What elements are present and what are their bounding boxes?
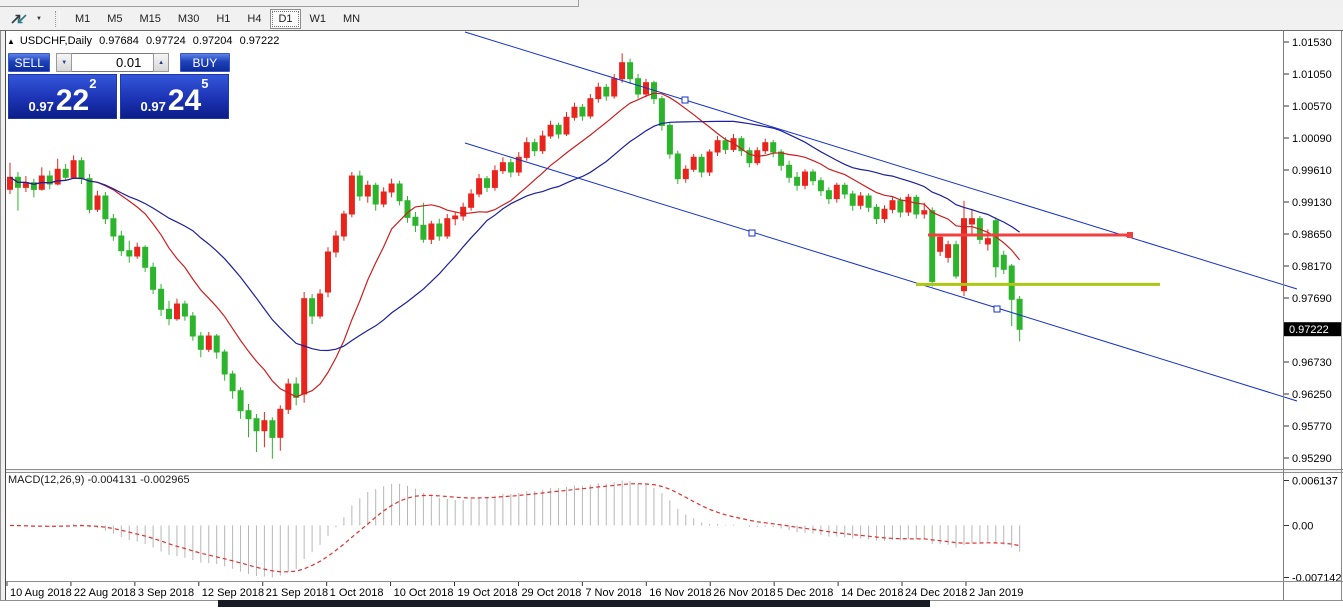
- tf-button-h4[interactable]: H4: [247, 13, 262, 25]
- price-axis-label: 0.98170: [1292, 261, 1332, 273]
- time-axis-label: 14 Dec 2018: [841, 587, 903, 599]
- channel-handle-marker[interactable]: [748, 229, 756, 237]
- buy-price-panel[interactable]: 0.97 24 5: [120, 74, 229, 119]
- time-axis-label: 2 Jan 2019: [969, 587, 1023, 599]
- time-axis-label: 12 Sep 2018: [202, 587, 264, 599]
- collapse-panel-icon[interactable]: ▲: [7, 37, 15, 46]
- price-axis-label: 1.00570: [1292, 101, 1332, 113]
- tf-button-m5[interactable]: M5: [107, 13, 123, 25]
- price-axis-label: 0.96730: [1292, 357, 1332, 369]
- tf-button-mn[interactable]: MN: [343, 13, 361, 25]
- sell-price-point: 2: [89, 76, 97, 91]
- timeframes-toolbar: ▼ M1 M5 M15 M30 H1 H4 D1 W1 MN: [0, 8, 1343, 31]
- price-axis-label: 0.96250: [1292, 389, 1332, 401]
- price-axis-label: 0.98650: [1292, 229, 1332, 241]
- time-axis-label: 3 Sep 2018: [138, 587, 194, 599]
- time-axis-label: 22 Aug 2018: [74, 587, 136, 599]
- buy-price-prefix: 0.97: [140, 99, 166, 114]
- volume-decrease-button[interactable]: ▼: [56, 53, 72, 72]
- dual-diagonal-arrows-icon: [11, 14, 27, 24]
- timeframe-bar: M1 M5 M15 M30 H1 H4 D1 W1 MN: [67, 9, 369, 29]
- tf-button-m15[interactable]: M15: [139, 13, 161, 25]
- quote-high: 0.97724: [145, 35, 186, 47]
- sell-price-prefix: 0.97: [28, 99, 54, 114]
- toolbar-grip-handle[interactable]: [54, 11, 60, 27]
- caret-down-icon[interactable]: ▼: [36, 16, 42, 22]
- price-axis-label: 1.01530: [1292, 37, 1332, 49]
- time-axis-label: 24 Dec 2018: [905, 587, 967, 599]
- chart-canvas[interactable]: MACD(12,26,9) -0.004131 -0.002965 1.01530…: [0, 31, 1343, 608]
- tf-button-w1[interactable]: W1: [309, 13, 327, 25]
- time-axis-label: 7 Nov 2018: [585, 587, 641, 599]
- tf-button-d1[interactable]: D1: [270, 9, 301, 29]
- ma-slow-line: [9, 120, 1020, 352]
- price-axis-label: 0.99610: [1292, 165, 1332, 177]
- chart-window: MACD(12,26,9) -0.004131 -0.002965 1.01530…: [0, 30, 1343, 608]
- quote-low: 0.97204: [192, 35, 233, 47]
- candlestick-series: [7, 53, 1023, 459]
- volume-input[interactable]: 0.01: [71, 53, 154, 72]
- tf-button-m1[interactable]: M1: [74, 13, 91, 25]
- quote-close: 0.97222: [239, 35, 280, 47]
- time-axis-label: 29 Oct 2018: [521, 587, 581, 599]
- current-price-badge: [1284, 322, 1342, 337]
- buy-price-pips: 24: [167, 84, 202, 117]
- time-axis-label: 10 Aug 2018: [10, 587, 72, 599]
- time-axis-label: 16 Nov 2018: [649, 587, 711, 599]
- time-axis-label: 10 Oct 2018: [394, 587, 454, 599]
- buy-button[interactable]: BUY: [179, 53, 230, 72]
- channel-upper-line[interactable]: [464, 31, 1298, 290]
- time-axis-label: 26 Nov 2018: [713, 587, 775, 599]
- symbol-period-label: USDCHF,Daily: [19, 35, 93, 47]
- tf-button-m30[interactable]: M30: [177, 13, 200, 25]
- pane-separator[interactable]: [0, 469, 1343, 472]
- upper-toolbar-edge: [0, 0, 579, 7]
- cropped-upper-toolbar: [0, 0, 1343, 8]
- window-bottom-edge: [218, 600, 930, 607]
- quote-open: 0.97684: [99, 35, 139, 47]
- chart-tool-button[interactable]: [6, 10, 32, 28]
- price-axis-label: 0.95770: [1292, 421, 1332, 433]
- price-axis-label: 0.95290: [1292, 453, 1332, 465]
- price-axis-label: 0.99130: [1292, 197, 1332, 209]
- macd-axis-label: 0.006137: [1292, 476, 1338, 488]
- macd-axis-label: -0.007142: [1292, 573, 1342, 585]
- hline-end-marker[interactable]: [1127, 232, 1133, 238]
- price-axis-label: 1.00090: [1292, 133, 1332, 145]
- macd-indicator-label: MACD(12,26,9) -0.004131 -0.002965: [8, 474, 190, 486]
- buy-price-point: 5: [201, 76, 209, 91]
- volume-increase-button[interactable]: ▲: [153, 53, 169, 72]
- time-axis-label: 21 Sep 2018: [266, 587, 328, 599]
- macd-axis-label: 0.00: [1292, 521, 1313, 533]
- current-price-text: 0.97222: [1289, 324, 1329, 336]
- channel-handle-marker[interactable]: [681, 96, 689, 104]
- sell-price-panel[interactable]: 0.97 22 2: [8, 74, 117, 119]
- window-left-margin: [1, 31, 5, 601]
- tf-button-h1[interactable]: H1: [216, 13, 231, 25]
- time-axis-label: 19 Oct 2018: [458, 587, 518, 599]
- time-axis-label: 5 Dec 2018: [777, 587, 833, 599]
- price-axis-label: 1.01050: [1292, 69, 1332, 81]
- macd-histogram: [17, 480, 1021, 578]
- channel-handle-marker[interactable]: [993, 305, 1001, 313]
- quote-header: ▲ USDCHF,Daily 0.97684 0.97724 0.97204 0.…: [7, 35, 283, 47]
- sell-button[interactable]: SELL: [8, 53, 51, 72]
- time-axis-label: 1 Oct 2018: [330, 587, 384, 599]
- channel-lower-line[interactable]: [464, 142, 1298, 402]
- price-axis-label: 0.97690: [1292, 293, 1332, 305]
- ma-fast-line: [9, 92, 1021, 398]
- one-click-trading-panel: SELL ▼ 0.01 ▲ BUY 0.97 22 2 0.97 24 5: [8, 53, 230, 119]
- sell-price-pips: 22: [55, 84, 90, 117]
- macd-signal-line: [9, 483, 1020, 573]
